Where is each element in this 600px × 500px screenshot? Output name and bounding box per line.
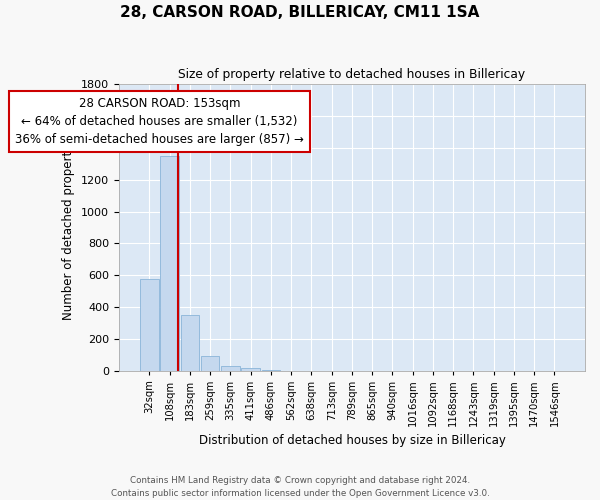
Text: 28 CARSON ROAD: 153sqm
← 64% of detached houses are smaller (1,532)
36% of semi-: 28 CARSON ROAD: 153sqm ← 64% of detached…: [15, 97, 304, 146]
Bar: [160, 156, 179, 370]
Y-axis label: Number of detached properties: Number of detached properties: [62, 134, 76, 320]
Bar: [241, 368, 260, 370]
Text: Contains HM Land Registry data © Crown copyright and database right 2024.
Contai: Contains HM Land Registry data © Crown c…: [110, 476, 490, 498]
Text: 28, CARSON ROAD, BILLERICAY, CM11 1SA: 28, CARSON ROAD, BILLERICAY, CM11 1SA: [121, 5, 479, 20]
Title: Size of property relative to detached houses in Billericay: Size of property relative to detached ho…: [178, 68, 526, 80]
Bar: [181, 315, 199, 370]
Bar: [201, 356, 220, 370]
X-axis label: Distribution of detached houses by size in Billericay: Distribution of detached houses by size …: [199, 434, 505, 448]
Bar: [140, 279, 159, 370]
Bar: [221, 366, 240, 370]
